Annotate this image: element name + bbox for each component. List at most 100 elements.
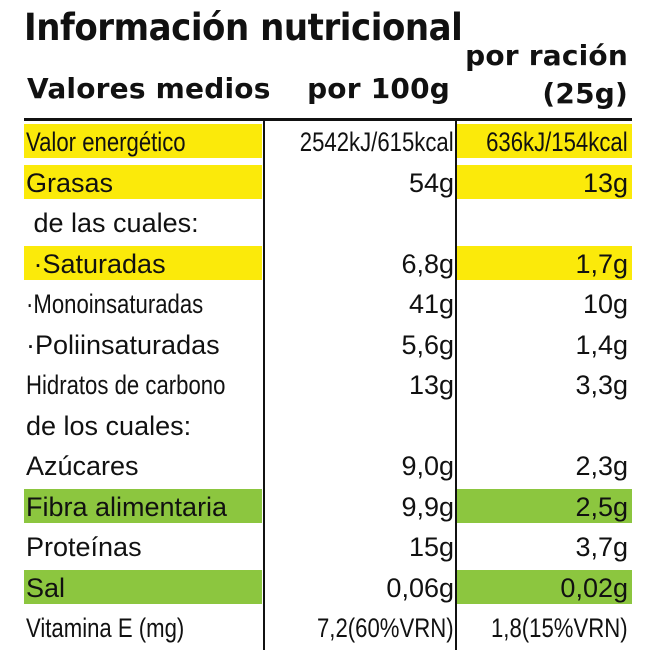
table-row: Vitamina E (mg) 7,2(60%VRN) 1,8(15%VRN) — [24, 608, 632, 648]
row-highlight-label — [24, 245, 262, 280]
value-per-serving: 636kJ/154kcal — [455, 122, 628, 162]
value-per-100g: 15g — [409, 527, 454, 567]
value-per-100g-text: 41g — [408, 289, 454, 319]
row-label-text: de las cuales: — [26, 208, 199, 238]
value-per-100g: 2542kJ/615kcal — [266, 122, 454, 162]
value-per-serving: 3,3g — [575, 365, 628, 405]
row-highlight-label — [24, 164, 262, 199]
value-per-serving-text: 13g — [582, 167, 628, 198]
value-per-serving-text: 0,02g — [560, 572, 628, 603]
value-per-100g-text: 7,2(60%VRN) — [317, 613, 454, 643]
row-label: ·Poliinsaturadas — [26, 325, 220, 365]
value-per-serving-text: 1,7g — [575, 248, 628, 279]
row-highlight-serving — [457, 164, 632, 199]
value-per-serving: 0,02g — [560, 568, 628, 608]
row-label-text: Fibra alimentaria — [26, 491, 228, 522]
table-row: Fibra alimentaria 9,9g 2,5g — [24, 487, 632, 527]
table-row: Proteínas 15g 3,7g — [24, 527, 632, 567]
column-divider-right — [455, 120, 457, 650]
value-per-serving: 13g — [583, 163, 628, 203]
value-per-serving-text: 10g — [582, 289, 628, 319]
value-per-100g: 13g — [409, 365, 454, 405]
row-label: de las cuales: — [26, 203, 199, 243]
value-per-100g: 41g — [409, 284, 454, 324]
value-per-serving: 2,3g — [575, 446, 628, 486]
value-per-serving-text: 1,4g — [575, 329, 628, 360]
value-per-100g: 54g — [409, 163, 454, 203]
value-per-100g-text: 9,9g — [401, 491, 454, 522]
table-row: de las cuales: — [24, 203, 632, 243]
serving-header-line1: por ración — [465, 39, 628, 72]
value-per-serving-text: 3,3g — [575, 370, 628, 400]
table-row: Valor energético 2542kJ/615kcal 636kJ/154k… — [24, 122, 632, 162]
value-per-serving-text: 1,8(15%VRN) — [491, 613, 628, 643]
row-label-text: Grasas — [26, 167, 114, 198]
row-label-text: de los cuales: — [26, 410, 192, 441]
value-per-serving: 2,5g — [575, 487, 628, 527]
table-row: ·Monoinsaturadas 41g 10g — [24, 284, 632, 324]
table-row: ·Poliinsaturadas 5,6g 1,4g — [24, 325, 632, 365]
row-label: ·Saturadas — [26, 244, 166, 284]
table-row: Grasas 54g 13g — [24, 163, 632, 203]
table-row: Sal 0,06g 0,02g — [24, 568, 632, 608]
value-per-100g: 7,2(60%VRN) — [287, 608, 454, 648]
row-label: Azúcares — [26, 446, 139, 486]
value-per-serving: 1,7g — [575, 244, 628, 284]
column-divider-left — [263, 120, 265, 650]
value-per-serving-text: 2,5g — [575, 491, 628, 522]
value-per-serving-text: 2,3g — [575, 451, 628, 481]
value-per-100g: 9,0g — [401, 446, 454, 486]
value-per-100g-text: 5,6g — [401, 329, 454, 360]
row-highlight-serving — [457, 124, 632, 158]
page-title: Información nutricional — [24, 6, 463, 49]
value-per-serving: 1,8(15%VRN) — [461, 608, 628, 648]
value-per-100g-text: 9,0g — [401, 451, 454, 481]
row-label-text: ·Monoinsaturadas — [26, 289, 204, 319]
value-per-100g-text: 15g — [408, 532, 454, 562]
row-label: Vitamina E (mg) — [26, 608, 219, 648]
row-label-text: ·Poliinsaturadas — [26, 329, 220, 360]
row-label: Grasas — [26, 163, 113, 203]
serving-header-line2: (25g) — [542, 77, 628, 110]
value-per-100g-text: 2542kJ/615kcal — [300, 127, 454, 157]
row-label-text: Valor energético — [26, 127, 186, 157]
row-label: de los cuales: — [26, 406, 191, 446]
value-per-100g-text: 0,06g — [386, 572, 454, 603]
value-per-serving: 3,7g — [575, 527, 628, 567]
row-label: Valor energético — [26, 122, 221, 162]
table-row: ·Saturadas 6,8g 1,7g — [24, 244, 632, 284]
row-highlight-serving — [457, 569, 632, 604]
value-per-100g-text: 13g — [408, 370, 454, 400]
value-per-100g-text: 6,8g — [401, 248, 454, 279]
row-label: Sal — [26, 568, 65, 608]
value-per-serving: 1,4g — [575, 325, 628, 365]
table-top-rule — [24, 118, 632, 121]
row-highlight-serving — [457, 245, 632, 280]
value-per-100g-text: 54g — [408, 167, 454, 198]
row-label: Hidratos de carbono — [26, 365, 269, 405]
table-row: de los cuales: — [24, 406, 632, 446]
row-label: Proteínas — [26, 527, 142, 567]
row-label-text: Proteínas — [26, 532, 142, 562]
column-header-serving: por ración (25g) — [465, 37, 628, 113]
row-label-text: Hidratos de carbono — [26, 370, 226, 400]
row-highlight-serving — [457, 488, 632, 523]
table-row: Hidratos de carbono 13g 3,3g — [24, 365, 632, 405]
row-label: Fibra alimentaria — [26, 487, 227, 527]
row-highlight-label — [24, 569, 262, 604]
value-per-100g: 0,06g — [386, 568, 454, 608]
table-row: Azúcares 9,0g 2,3g — [24, 446, 632, 486]
value-per-100g: 5,6g — [401, 325, 454, 365]
value-per-serving-text: 3,7g — [575, 532, 628, 562]
value-per-100g: 6,8g — [401, 244, 454, 284]
row-label-text: Azúcares — [26, 451, 139, 481]
row-highlight-label — [24, 124, 262, 158]
row-label: ·Monoinsaturadas — [26, 284, 242, 324]
column-header-per100: por 100g — [307, 72, 450, 105]
row-label-text: Vitamina E (mg) — [26, 613, 185, 643]
value-per-100g: 9,9g — [401, 487, 454, 527]
column-header-label: Valores medios — [27, 72, 271, 105]
row-label-text: Sal — [26, 572, 66, 603]
value-per-serving-text: 636kJ/154kcal — [486, 127, 628, 157]
row-label-text: ·Saturadas — [26, 248, 166, 279]
